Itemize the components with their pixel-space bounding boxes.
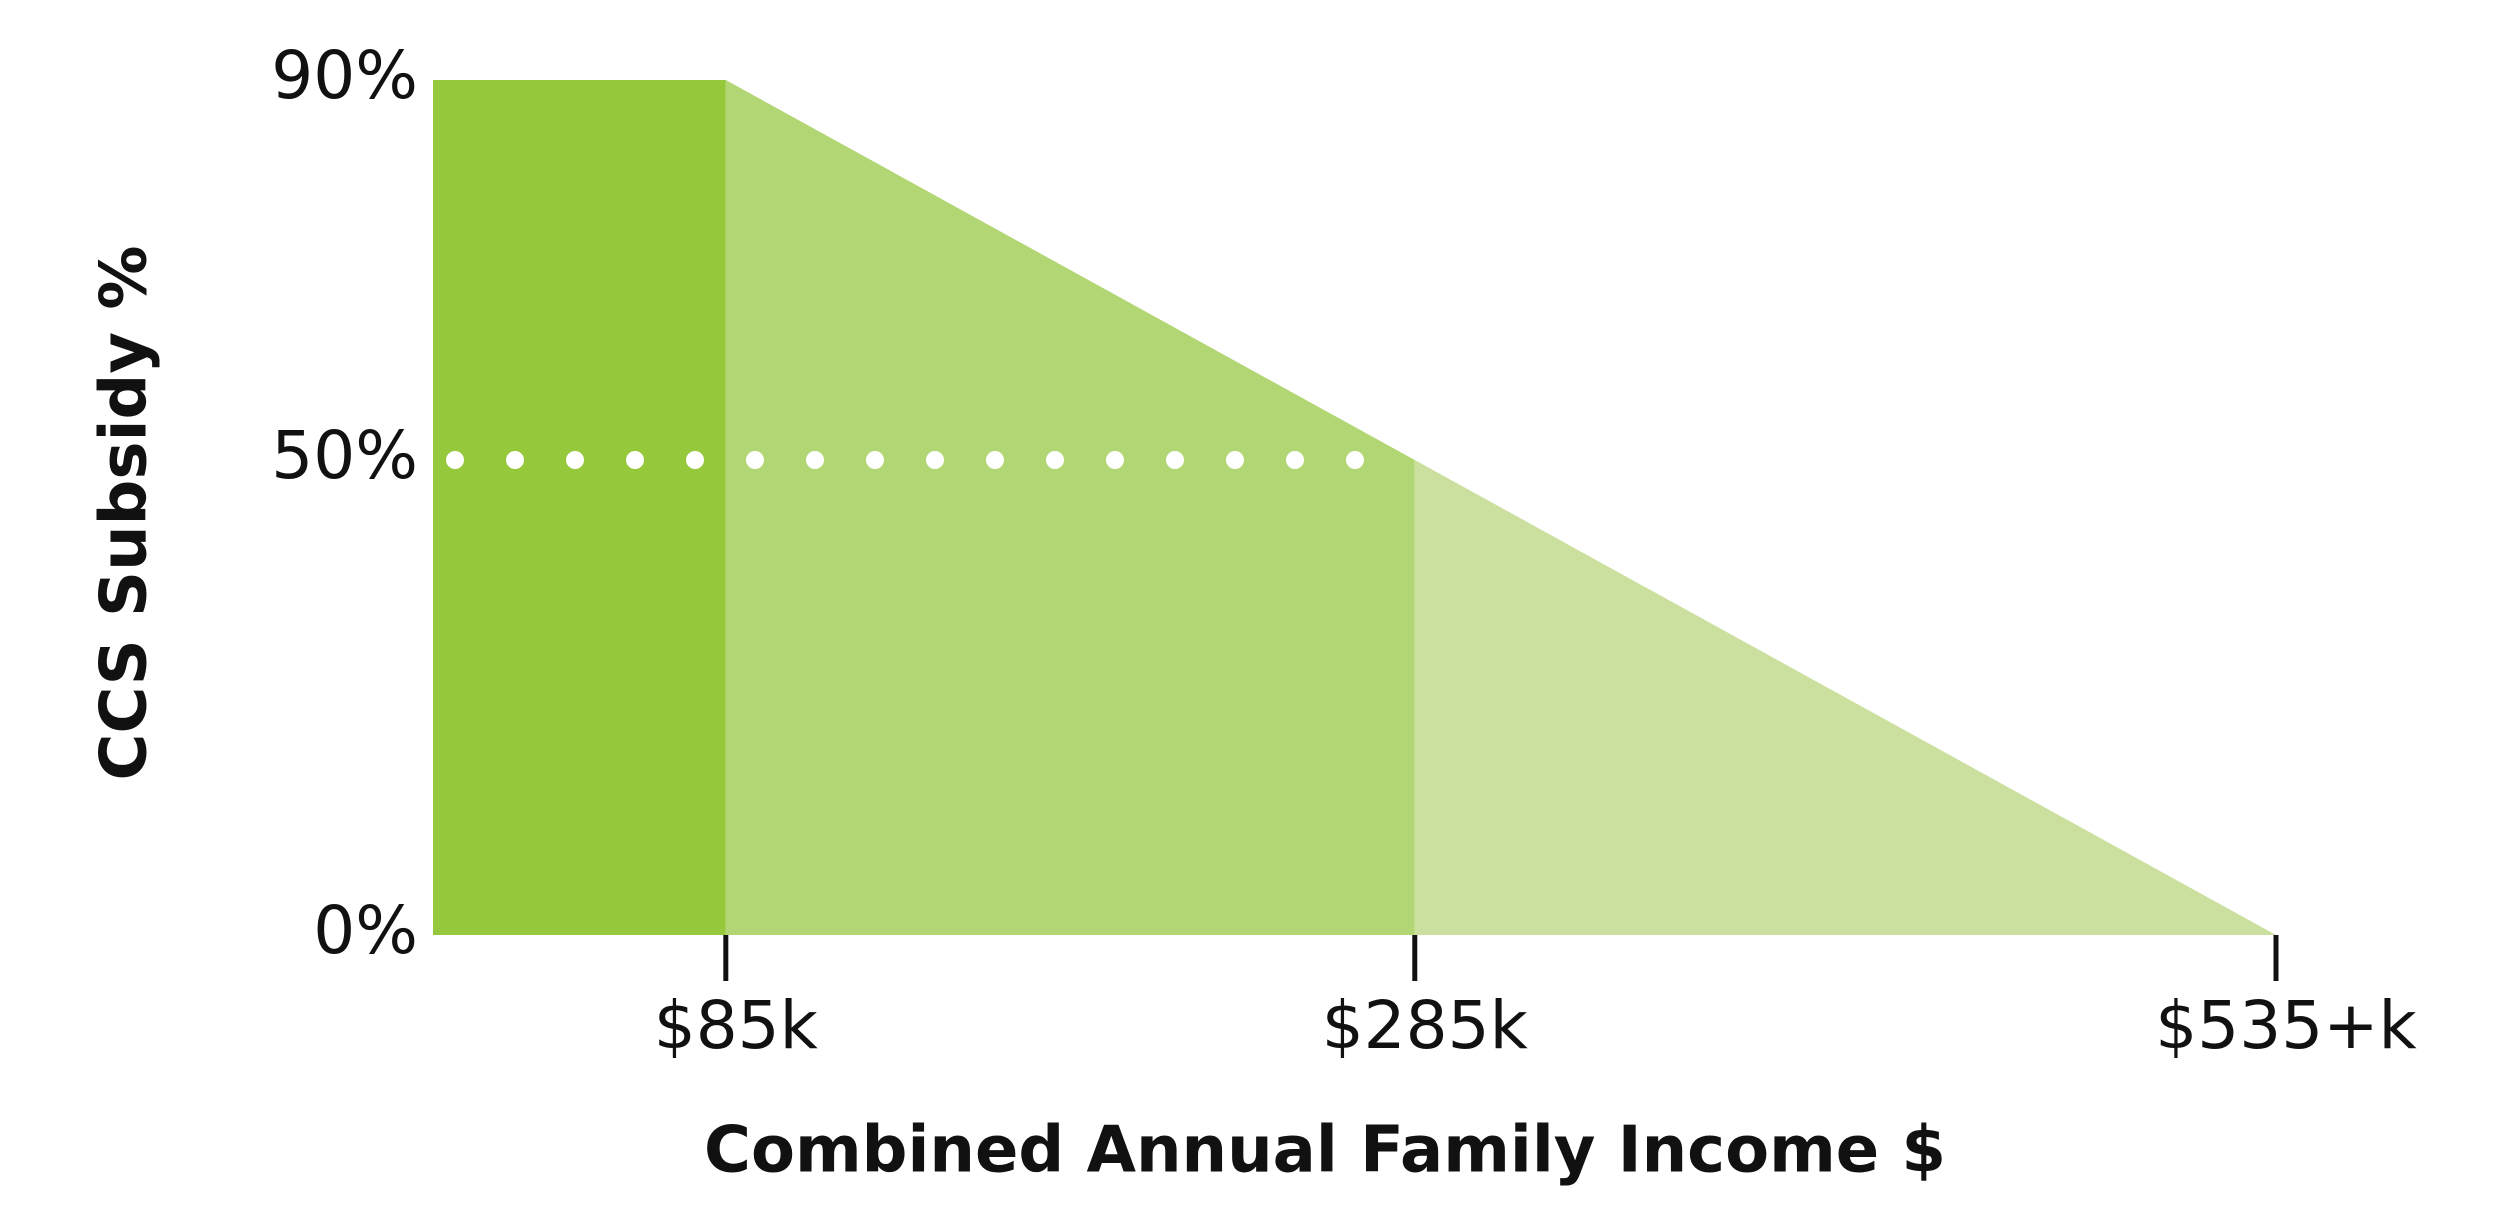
reference-dot [866, 451, 884, 469]
area-segment [1414, 460, 2276, 935]
reference-line [446, 451, 1364, 469]
reference-dot [686, 451, 704, 469]
reference-dot [1046, 451, 1064, 469]
x-tick-label: $85k [654, 987, 819, 1064]
y-tick-label: 50% [271, 417, 418, 494]
reference-dot [566, 451, 584, 469]
y-tick-label: 0% [313, 892, 418, 969]
reference-dot [446, 451, 464, 469]
y-axis-title: CCS Subsidy % [88, 246, 162, 781]
reference-dot [506, 451, 524, 469]
area-segment [433, 80, 726, 935]
reference-dot [1346, 451, 1364, 469]
reference-dot [986, 451, 1004, 469]
x-tick-label: $535+k [2155, 987, 2417, 1064]
reference-dot [1166, 451, 1184, 469]
x-axis-title: Combined Annual Family Income $ [704, 1114, 1946, 1188]
y-tick-label: 90% [271, 37, 418, 114]
reference-dot [806, 451, 824, 469]
reference-dot [1226, 451, 1244, 469]
x-tick-label: $285k [1322, 987, 1529, 1064]
reference-dot [746, 451, 764, 469]
reference-dot [1106, 451, 1124, 469]
reference-dot [1286, 451, 1304, 469]
reference-dot [926, 451, 944, 469]
reference-dot [626, 451, 644, 469]
area-segment [725, 80, 1415, 935]
